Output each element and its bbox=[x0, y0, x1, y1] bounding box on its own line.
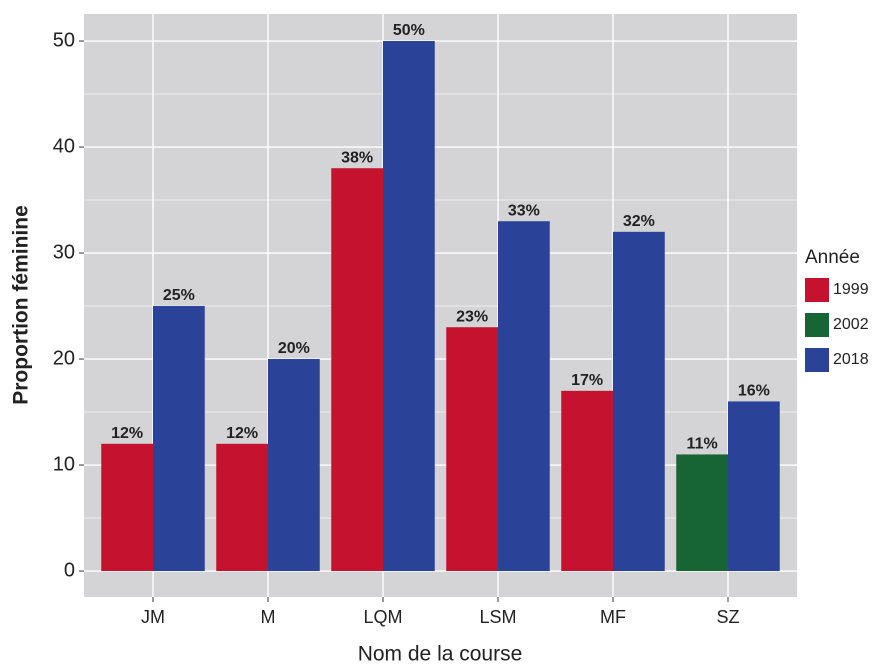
bar bbox=[383, 41, 435, 572]
x-tick-label: LQM bbox=[363, 607, 402, 627]
bar bbox=[728, 401, 780, 572]
bar bbox=[613, 231, 665, 572]
bar bbox=[153, 306, 205, 572]
legend-key bbox=[805, 278, 829, 302]
value-label: 20% bbox=[278, 340, 310, 357]
legend-label: 2018 bbox=[833, 351, 869, 368]
legend-key bbox=[805, 348, 829, 372]
y-tick-label: 10 bbox=[53, 453, 75, 475]
value-label: 23% bbox=[456, 308, 488, 325]
y-tick-label: 30 bbox=[53, 241, 75, 263]
y-tick-label: 40 bbox=[53, 135, 75, 157]
bar bbox=[561, 390, 613, 572]
bar bbox=[268, 359, 320, 572]
bar bbox=[676, 454, 728, 572]
x-tick-label: SZ bbox=[716, 607, 739, 627]
value-label: 12% bbox=[111, 425, 143, 442]
legend-key bbox=[805, 313, 829, 337]
legend-label: 1999 bbox=[833, 281, 869, 298]
x-tick-label: LSM bbox=[479, 607, 516, 627]
legend-label: 2002 bbox=[833, 316, 869, 333]
x-tick-label: JM bbox=[141, 607, 165, 627]
bar bbox=[216, 443, 268, 572]
bar bbox=[498, 221, 550, 572]
x-axis-title: Nom de la course bbox=[358, 643, 523, 666]
value-label: 50% bbox=[393, 22, 425, 39]
value-label: 33% bbox=[508, 202, 540, 219]
value-label: 17% bbox=[571, 372, 603, 389]
bar bbox=[101, 443, 153, 572]
bar bbox=[446, 327, 498, 572]
value-label: 11% bbox=[687, 436, 718, 453]
x-tick-label: MF bbox=[600, 607, 626, 627]
y-tick-label: 20 bbox=[53, 347, 75, 369]
y-tick-label: 50 bbox=[53, 29, 75, 51]
bar bbox=[331, 168, 383, 572]
legend-title: Année bbox=[805, 247, 860, 268]
x-tick-label: M bbox=[261, 607, 276, 627]
value-label: 32% bbox=[623, 213, 655, 230]
value-label: 12% bbox=[226, 425, 258, 442]
y-tick-label: 0 bbox=[64, 559, 75, 581]
value-label: 16% bbox=[738, 383, 770, 400]
value-label: 25% bbox=[163, 287, 195, 304]
y-axis-title: Proportion féminine bbox=[10, 205, 33, 405]
value-label: 38% bbox=[341, 149, 373, 166]
